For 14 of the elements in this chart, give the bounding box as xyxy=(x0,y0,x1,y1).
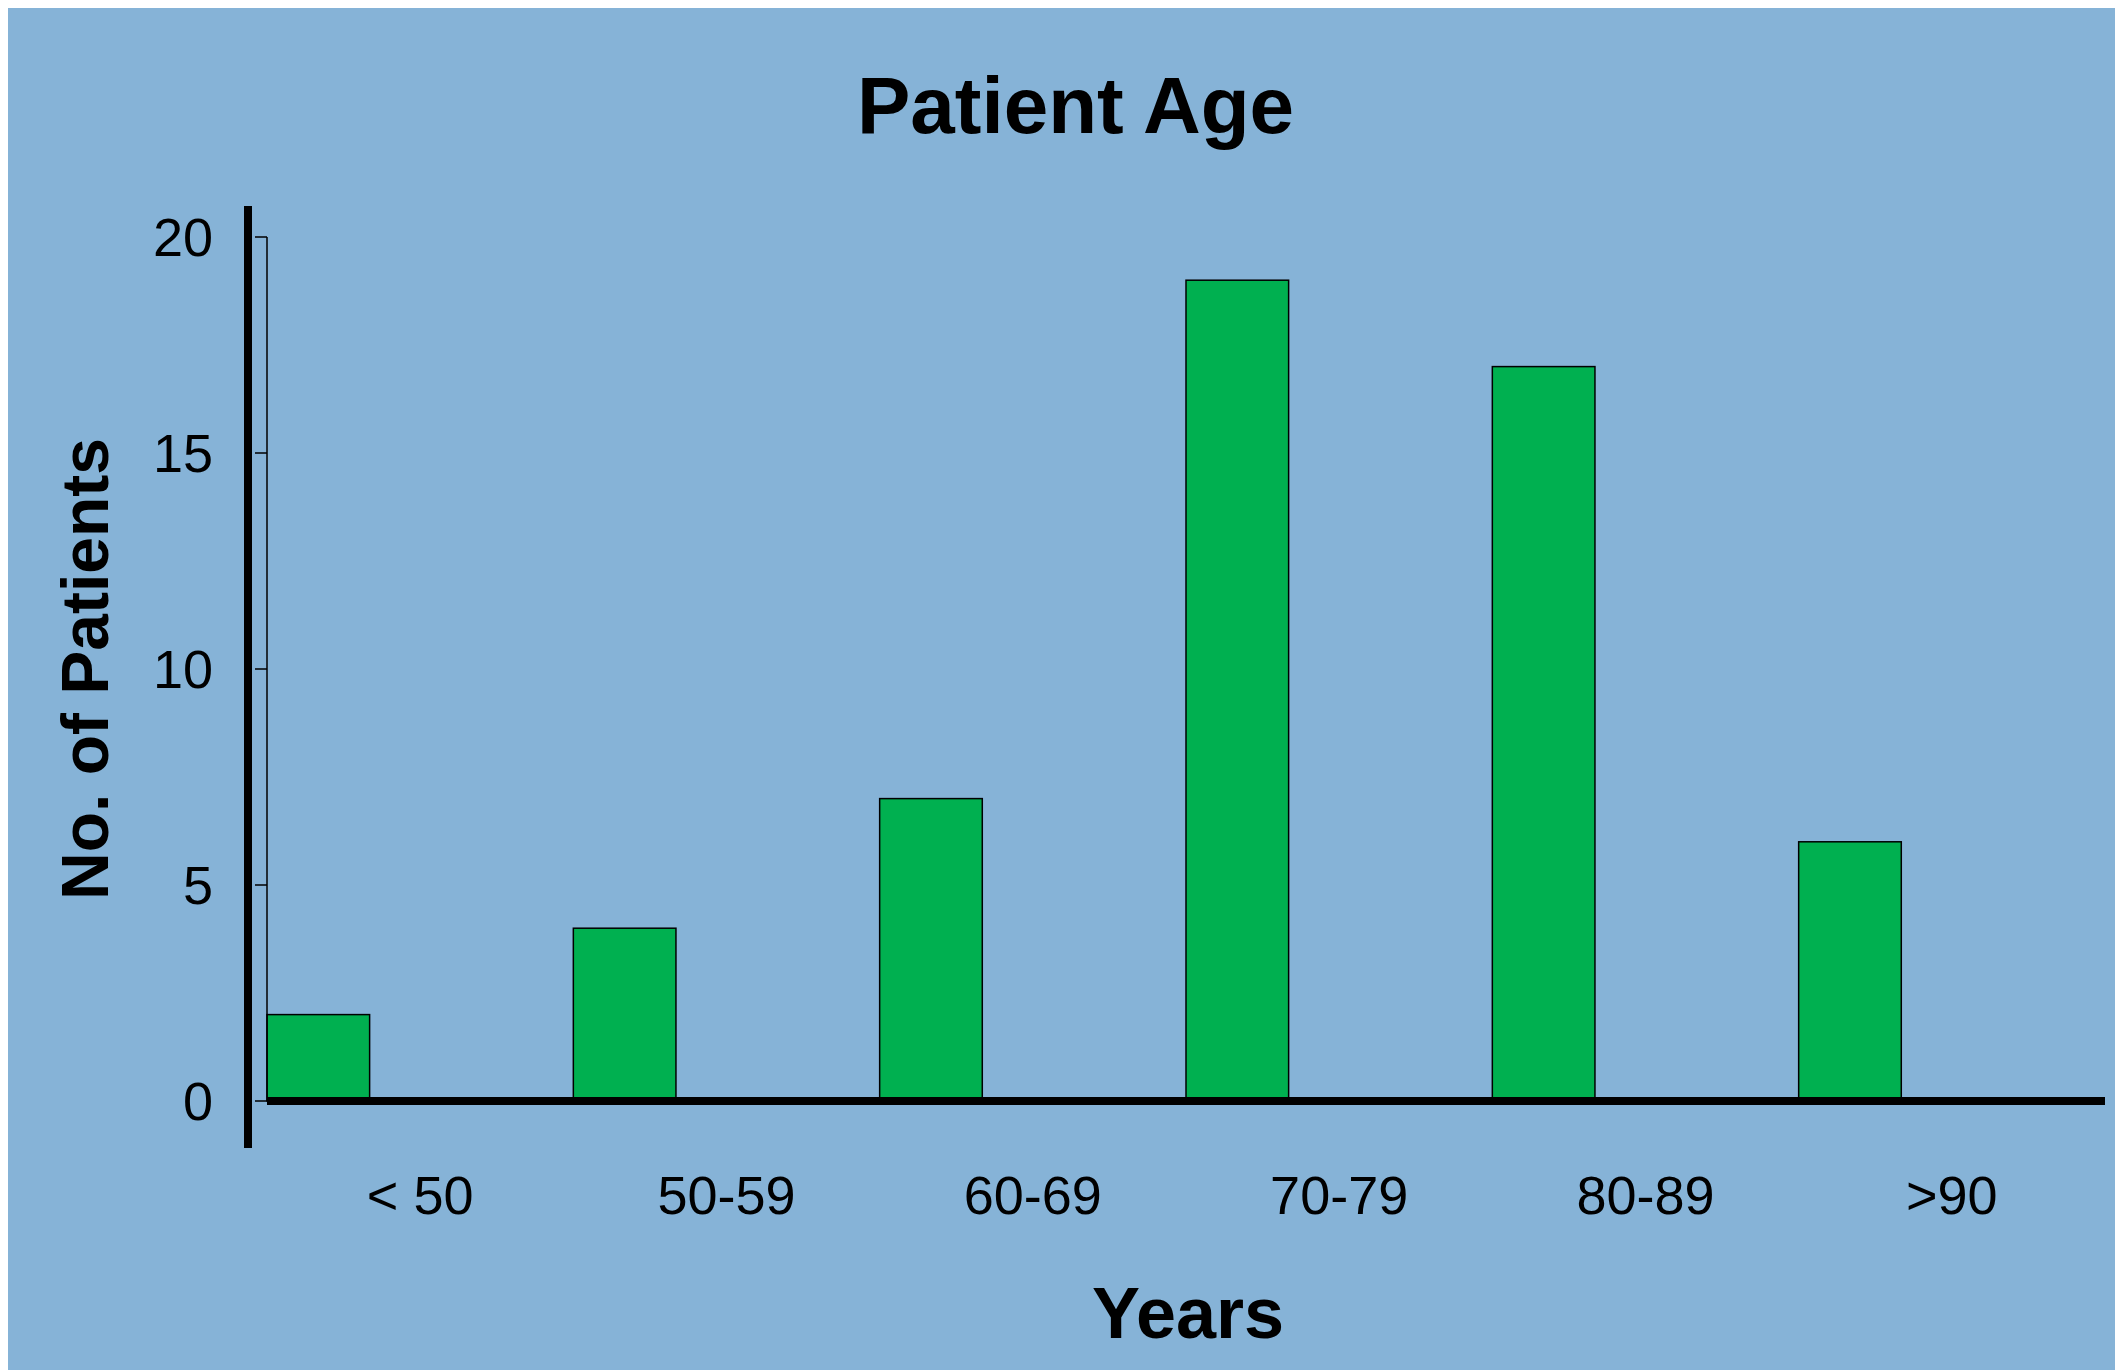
x-tick-label: < 50 xyxy=(366,1164,474,1225)
x-tick-label: 50-59 xyxy=(657,1164,796,1225)
y-axis-title: No. of Patients xyxy=(48,437,122,901)
y-tick-label: 5 xyxy=(182,854,213,915)
y-tick-label: 20 xyxy=(152,206,213,267)
x-tick-label: 70-79 xyxy=(1270,1164,1409,1225)
y-tick-label: 0 xyxy=(182,1070,213,1131)
x-tick-label: >90 xyxy=(1906,1164,1998,1225)
y-tick-label: 10 xyxy=(152,638,213,699)
x-tick-label: 80-89 xyxy=(1576,1164,1715,1225)
x-tick-label: 60-69 xyxy=(963,1164,1102,1225)
y-tick-label: 15 xyxy=(152,422,213,483)
x-axis-title: Years xyxy=(1091,1273,1285,1353)
chart-title: Patient Age xyxy=(856,61,1295,150)
